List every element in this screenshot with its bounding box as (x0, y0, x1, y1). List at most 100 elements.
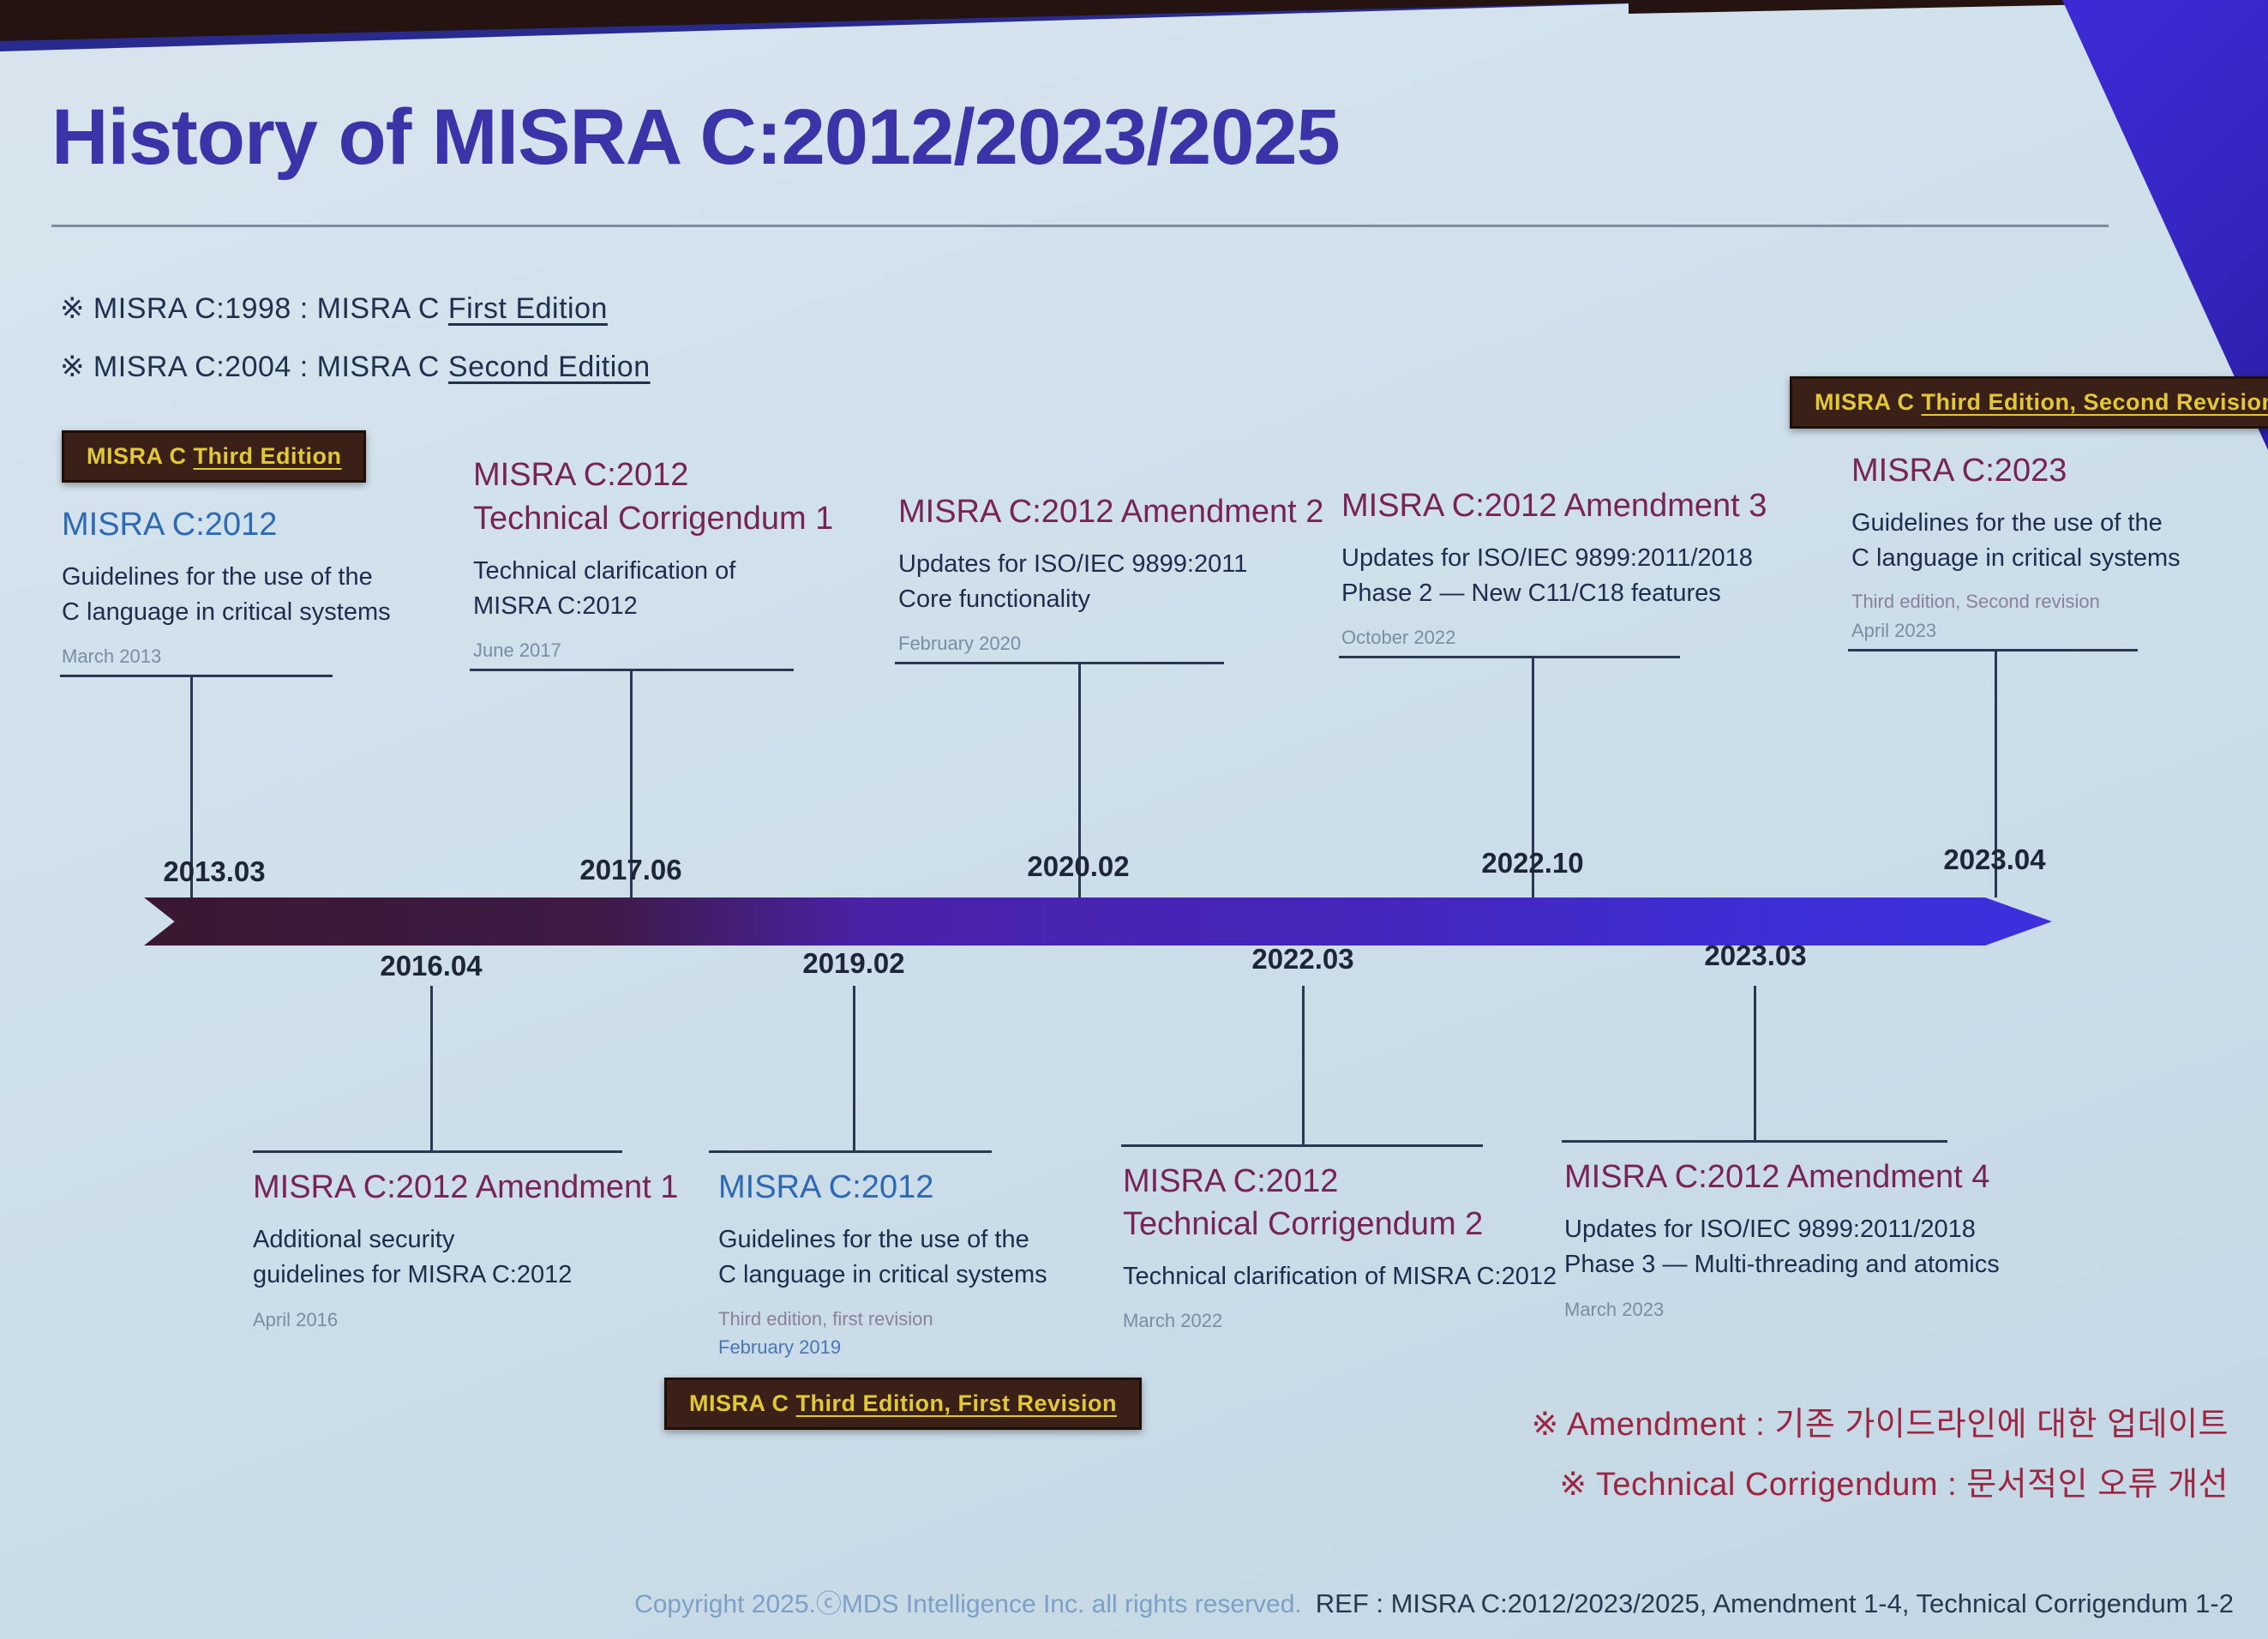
tick-vline (1078, 662, 1081, 898)
badge-underline: Third Edition, Second Revision (1921, 388, 2268, 415)
footer: Copyright 2025.ⓒMDS Intelligence Inc. al… (634, 1582, 2234, 1620)
badge-underline: Third Edition, First Revision (795, 1390, 1118, 1417)
entry-date: April 2023 (1851, 620, 1937, 641)
axis-date-top: 2013.03 (163, 856, 266, 887)
entry-subnote: Third edition, Second revision (1851, 591, 2100, 613)
axis-date-top: 2020.02 (1027, 850, 1130, 882)
timeline-entry-2020: MISRA C:2012 Amendment 2 Updates for ISO… (898, 490, 1323, 656)
axis-date-bottom: 2023.03 (1704, 940, 1807, 971)
timeline-entry-2013: MISRA C Third Edition MISRA C:2012 Guide… (62, 429, 391, 669)
entry-date: October 2022 (1341, 627, 1456, 648)
tick-hline (1121, 1144, 1483, 1147)
badge-text: MISRA C (1815, 388, 1922, 415)
badge-text: MISRA C (87, 442, 194, 469)
header-note-underline: Second Edition (447, 351, 651, 383)
entry-desc: Guidelines for the use of the C language … (718, 1222, 1047, 1293)
badge-text: MISRA C (689, 1390, 796, 1417)
axis-date-top: 2017.06 (579, 854, 682, 886)
desc-line: Technical clarification of (473, 556, 736, 585)
entry-desc: Guidelines for the use of the C language … (1851, 506, 2181, 576)
legend-note-amendment: ※ Amendment : 기존 가이드라인에 대한 업데이트 (1531, 1407, 2229, 1443)
footer-copyright: Copyright 2025.ⓒMDS Intelligence Inc. al… (634, 1590, 1302, 1618)
axis-date-top: 2022.10 (1481, 847, 1584, 879)
tick-vline (853, 986, 855, 1150)
legend-note-corrigendum: ※ Technical Corrigendum : 문서적인 오류 개선 (1559, 1467, 2229, 1503)
desc-line: C language in critical systems (1851, 544, 2181, 573)
timeline-entry-2023-04: MISRA C Third Edition, Second Revision M… (1790, 375, 2268, 642)
timeline-entry-2019: MISRA C:2012 Guidelines for the use of t… (664, 1166, 1143, 1431)
entry-title: MISRA C:2012 Amendment 3 (1341, 487, 1767, 524)
entry-title: MISRA C:2012 Amendment 1 (253, 1169, 679, 1205)
tick-hline (60, 675, 333, 677)
timeline-entry-2022-10: MISRA C:2012 Amendment 3 Updates for ISO… (1341, 484, 1767, 650)
entry-desc: Updates for ISO/IEC 9899:2011/2018 Phase … (1564, 1212, 2000, 1282)
tick-vline (1995, 649, 1997, 898)
header-note-underline: First Edition (447, 292, 608, 325)
edition-badge: MISRA C Third Edition, Second Revision (1790, 375, 2268, 429)
desc-line: Guidelines for the use of the (62, 562, 373, 591)
desc-line: Core functionality (898, 585, 1091, 613)
desc-line: Guidelines for the use of the (718, 1226, 1029, 1254)
entry-desc: Guidelines for the use of the C language … (62, 560, 391, 630)
entry-desc: Updates for ISO/IEC 9899:2011 Core functi… (898, 547, 1247, 617)
entry-date: March 2013 (62, 645, 162, 667)
entry-desc: Additional security guidelines for MISRA … (253, 1222, 572, 1293)
entry-title: MISRA C:2023 (1851, 452, 2067, 489)
edition-badge: MISRA C Third Edition, First Revision (664, 1378, 1143, 1431)
entry-date: February 2020 (898, 633, 1022, 654)
desc-line: MISRA C:2012 (473, 591, 638, 620)
entry-date: March 2022 (1123, 1310, 1223, 1332)
desc-line: Updates for ISO/IEC 9899:2011/2018 (1341, 543, 1753, 572)
entry-title: MISRA C:2012 Amendment 2 (898, 493, 1324, 530)
axis-date-top: 2023.04 (1943, 844, 2046, 875)
tick-hline (895, 662, 1224, 664)
title-line: MISRA C:2012 (473, 457, 689, 494)
header-note-first-edition: ※ MISRA C:1998 : MISRA C First Edition (60, 291, 608, 326)
entry-title: MISRA C:2012 (718, 1169, 934, 1205)
tick-vline (1754, 986, 1756, 1140)
tick-hline (1848, 649, 2138, 651)
desc-line: guidelines for MISRA C:2012 (253, 1261, 573, 1289)
tick-hline (1562, 1140, 1947, 1143)
top-edge-dark-strip-right (1629, 0, 2109, 14)
entry-subnote: Third edition, first revision (718, 1307, 933, 1330)
desc-line: Phase 3 — Multi-threading and atomics (1564, 1251, 2000, 1279)
entry-date: February 2019 (718, 1336, 842, 1359)
timeline-entry-2016: MISRA C:2012 Amendment 1 Additional secu… (253, 1166, 678, 1331)
title-divider (51, 225, 2109, 227)
header-note-second-edition: ※ MISRA C:2004 : MISRA C Second Edition (60, 350, 651, 384)
desc-line: Updates for ISO/IEC 9899:2011/2018 (1564, 1216, 1976, 1244)
tick-hline (709, 1150, 992, 1153)
entry-title: MISRA C:2012 Technical Corrigendum 1 (473, 453, 833, 539)
entry-date: April 2016 (253, 1308, 339, 1330)
tick-hline (1339, 656, 1680, 658)
entry-title: MISRA C:2012 (62, 506, 278, 543)
timeline-arrow (144, 898, 2052, 946)
desc-line: C language in critical systems (62, 597, 391, 626)
tick-vline (1302, 986, 1305, 1144)
desc-line: Guidelines for the use of the (1851, 509, 2163, 537)
tick-vline (190, 675, 193, 898)
entry-title: MISRA C:2012 Amendment 4 (1564, 1159, 1990, 1195)
tick-hline (253, 1150, 622, 1153)
tick-vline (1532, 656, 1534, 898)
header-note-prefix: ※ MISRA C:1998 : MISRA C (60, 292, 448, 325)
title-line: MISRA C:2012 (1123, 1163, 1339, 1199)
page-title: History of MISRA C:2012/2023/2025 (51, 93, 1341, 181)
entry-desc: Updates for ISO/IEC 9899:2011/2018 Phase … (1341, 541, 1753, 611)
axis-date-bottom: 2016.04 (380, 950, 483, 982)
entry-date: March 2023 (1564, 1298, 1665, 1320)
entry-date: June 2017 (473, 639, 561, 661)
footer-ref: REF : MISRA C:2012/2023/2025, Amendment … (1315, 1588, 2234, 1618)
header-note-prefix: ※ MISRA C:2004 : MISRA C (60, 351, 448, 383)
timeline-entry-2022-03: MISRA C:2012 Technical Corrigendum 2 Tech… (1123, 1160, 1557, 1332)
desc-line: C language in critical systems (718, 1261, 1047, 1289)
badge-underline: Third Edition (193, 442, 342, 469)
desc-line: Additional security (253, 1226, 455, 1254)
title-line: Technical Corrigendum 1 (473, 500, 834, 537)
entry-desc: Technical clarification of MISRA C:2012 (473, 554, 735, 624)
axis-date-bottom: 2019.02 (802, 947, 905, 979)
tick-vline (630, 669, 633, 898)
entry-desc: Technical clarification of MISRA C:2012 (1123, 1263, 1557, 1291)
